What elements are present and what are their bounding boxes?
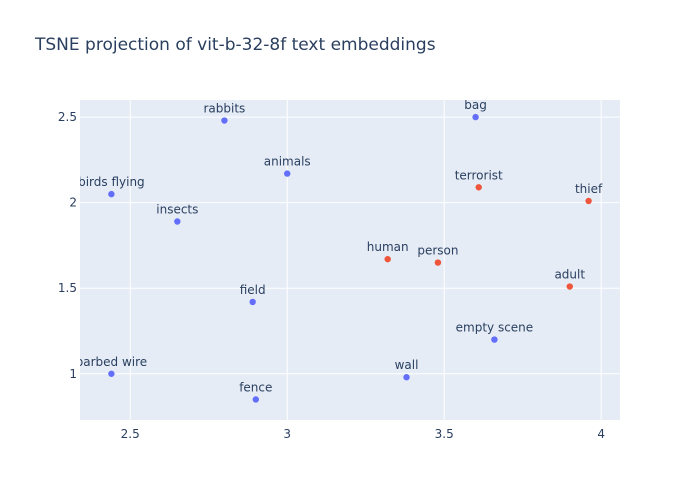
data-point <box>284 170 291 177</box>
data-point <box>108 190 115 198</box>
data-point <box>384 255 391 263</box>
x-tick-label: 3.5 <box>435 427 454 441</box>
point-label: terrorist <box>455 168 503 182</box>
x-axis-ticks: 2.5 3 3.5 4 <box>121 427 605 441</box>
point-label: human <box>367 240 409 254</box>
chart-title: TSNE projection of vit-b-32-8f text embe… <box>34 35 436 55</box>
data-point <box>174 218 181 225</box>
point-label: insects <box>156 202 198 216</box>
data-point <box>252 396 260 403</box>
data-point <box>108 370 115 377</box>
point-label: field <box>240 283 266 297</box>
point-label: rabbits <box>204 102 246 116</box>
data-point <box>566 283 573 290</box>
y-tick-label: 2 <box>69 196 77 210</box>
x-tick-label: 4 <box>597 427 605 441</box>
point-label: barbed wire <box>76 355 148 369</box>
data-point <box>491 336 498 343</box>
x-tick-label: 3 <box>283 427 291 441</box>
data-point <box>434 259 442 266</box>
point-label: empty scene <box>456 321 534 335</box>
data-points <box>108 113 592 403</box>
y-tick-label: 2.5 <box>58 110 77 124</box>
data-point <box>585 197 592 205</box>
point-label: birds flying <box>78 175 145 189</box>
point-label: fence <box>239 380 272 394</box>
point-label: person <box>417 244 458 258</box>
y-tick-label: 1.5 <box>58 281 77 295</box>
y-axis-ticks: 1 1.5 2 2.5 <box>58 110 77 381</box>
data-point <box>475 184 482 191</box>
point-label: bag <box>464 98 487 112</box>
point-labels: rabbits bag animals birds flying insects fiel… <box>76 98 603 394</box>
data-point <box>472 113 479 121</box>
data-point <box>249 298 256 306</box>
point-label: adult <box>554 268 585 282</box>
point-label: wall <box>395 358 419 372</box>
data-point <box>403 374 410 381</box>
y-tick-label: 1 <box>69 367 77 381</box>
data-point <box>221 117 228 124</box>
point-label: thief <box>575 182 603 196</box>
plot-area <box>80 100 620 420</box>
point-label: animals <box>264 155 311 169</box>
grid-lines <box>80 100 620 420</box>
x-tick-label: 2.5 <box>121 427 140 441</box>
